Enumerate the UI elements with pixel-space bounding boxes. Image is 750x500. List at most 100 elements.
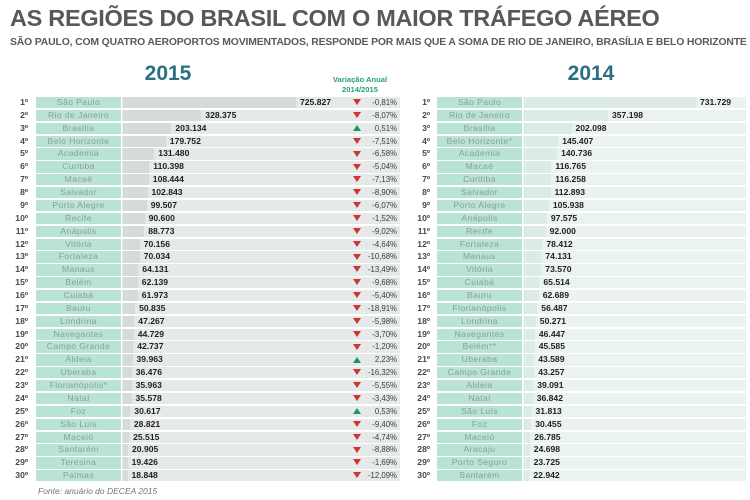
value-bar: [123, 290, 138, 302]
value-label: 36.476: [135, 367, 162, 378]
value-bar: [123, 225, 145, 237]
change-percent: -8,88%: [372, 445, 397, 455]
rank-label: 8º: [422, 187, 430, 198]
city-name-cell: Brasília: [36, 122, 121, 135]
bar-track: [523, 315, 746, 328]
value-bar: [123, 302, 136, 315]
decrease-arrow-icon: [353, 189, 361, 196]
value-bar: [524, 161, 552, 173]
change-percent: -9,40%: [372, 419, 397, 429]
value-bar: [123, 135, 166, 147]
rank-label: 28º: [417, 444, 430, 455]
bar-track: [523, 457, 746, 469]
bar-track: [523, 367, 746, 379]
city-name-cell: Belo Horizonte*: [437, 135, 522, 147]
value-bar: [123, 392, 132, 405]
decrease-arrow-icon: [353, 253, 361, 260]
rank-label: 4º: [20, 135, 28, 146]
bar-track: [523, 341, 746, 353]
city-name-cell: Anápolis: [437, 212, 522, 225]
bar-track: [122, 148, 400, 160]
value-label: 61.973: [141, 290, 169, 300]
bar-track: [523, 431, 746, 443]
bar-track: [523, 109, 746, 122]
value-bar: [524, 328, 535, 340]
value-bar: [524, 431, 531, 443]
change-percent: -1,20%: [372, 342, 397, 352]
value-bar: [524, 264, 542, 276]
value-label: 44.729: [137, 328, 164, 339]
value-bar: [123, 97, 296, 109]
bar-track: [523, 328, 746, 340]
value-label: 140.736: [561, 148, 593, 159]
rank-label: 14º: [15, 264, 28, 275]
rank-label: 19º: [417, 328, 430, 339]
city-name-cell: Maceió: [36, 431, 121, 443]
value-label: 28.821: [133, 418, 161, 429]
value-label: 90.600: [148, 212, 175, 223]
bar-track: [122, 341, 400, 353]
city-name-cell: Manaus: [437, 251, 522, 263]
value-label: 25.515: [133, 431, 160, 442]
change-percent: -13,49%: [367, 265, 397, 275]
increase-arrow-icon: [353, 408, 361, 414]
decrease-arrow-icon: [353, 99, 361, 106]
value-label: 179.752: [169, 135, 201, 146]
city-name-cell: Porto Seguro: [437, 457, 522, 469]
city-name-cell: Londrina: [36, 315, 121, 328]
city-name-cell: Brasília: [437, 122, 522, 135]
city-name-cell: Belém**: [437, 341, 522, 353]
city-name-cell: Natal: [437, 392, 522, 405]
change-percent: -9,68%: [372, 278, 397, 288]
value-label: 43.589: [538, 354, 565, 365]
city-name-cell: Fortaleza: [36, 251, 121, 263]
bar-track: [523, 380, 746, 392]
value-label: 357.198: [612, 109, 644, 120]
decrease-arrow-icon: [353, 163, 361, 170]
value-bar: [123, 470, 128, 482]
change-percent: -5,98%: [372, 316, 397, 326]
value-bar: [524, 392, 533, 405]
city-name-cell: Recife: [36, 212, 121, 225]
change-percent: -5,55%: [372, 381, 397, 391]
rank-label: 19º: [15, 328, 28, 339]
value-label: 39.963: [136, 354, 163, 365]
value-bar: [123, 315, 135, 328]
city-name-cell: São Paulo: [437, 97, 522, 109]
value-bar: [123, 380, 132, 392]
value-label: 725.827: [300, 97, 332, 107]
change-percent: -0,81%: [372, 98, 397, 107]
city-name-cell: Bauru: [437, 290, 522, 302]
rank-label: 11º: [15, 225, 28, 236]
rank-label: 7º: [20, 174, 28, 185]
bar-track: [122, 122, 400, 135]
rank-label: 29º: [15, 457, 28, 468]
change-percent: -10,68%: [367, 252, 397, 262]
rank-label: 26º: [15, 418, 28, 429]
value-label: 30.617: [134, 405, 161, 416]
bar-track: [122, 264, 400, 276]
rank-label: 12º: [417, 238, 430, 249]
city-name-cell: Natal: [36, 392, 121, 405]
rank-label: 20º: [15, 341, 28, 352]
value-bar: [524, 470, 530, 482]
bar-track: [523, 405, 746, 418]
decrease-arrow-icon: [353, 330, 361, 337]
value-label: 731.729: [700, 97, 732, 107]
value-label: 30.455: [535, 418, 562, 429]
change-percent: -7,51%: [372, 136, 397, 146]
bar-track: [523, 302, 746, 315]
rank-label: 11º: [417, 225, 430, 236]
bar-track: [523, 418, 746, 430]
value-bar: [524, 251, 542, 263]
year-2015-header: 2015: [144, 62, 192, 85]
change-percent: -5,04%: [372, 162, 397, 172]
city-name-cell: Curitiba: [437, 174, 522, 186]
city-name-cell: São Paulo: [36, 97, 121, 109]
value-label: 78.412: [546, 238, 573, 249]
city-name-cell: Teresina: [36, 457, 121, 469]
year-2014-header: 2014: [567, 62, 615, 85]
decrease-arrow-icon: [353, 215, 361, 221]
bar-track: [523, 470, 746, 482]
value-bar: [524, 302, 538, 315]
